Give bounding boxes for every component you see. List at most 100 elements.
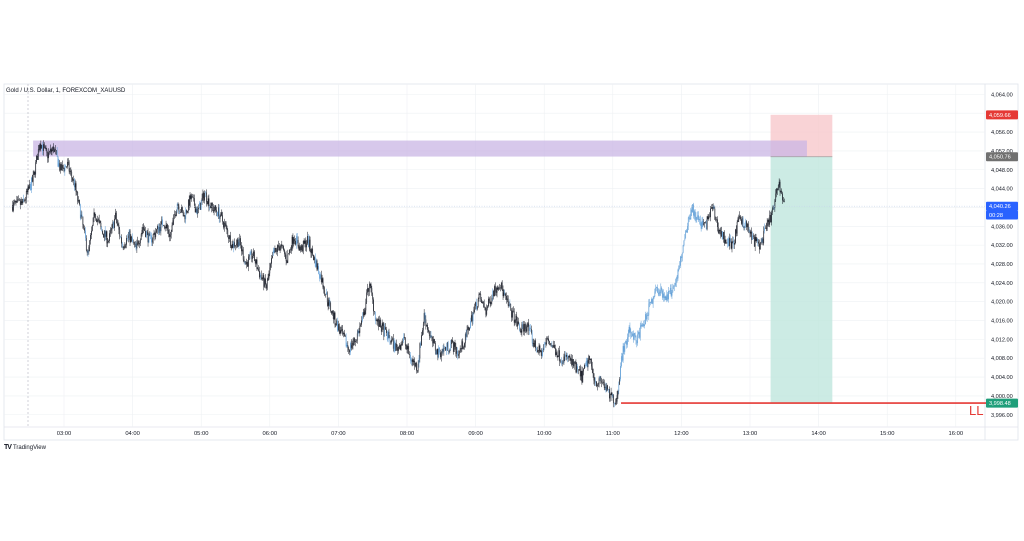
candle-body	[147, 232, 149, 243]
candle-body	[771, 208, 773, 213]
candle-body	[254, 260, 256, 264]
candle-body	[694, 211, 696, 217]
x-tick-label: 15:00	[880, 431, 895, 437]
candle-body	[606, 385, 608, 392]
x-tick-label: 06:00	[263, 431, 278, 437]
candle-body	[126, 238, 127, 245]
candle-body	[449, 349, 451, 352]
candle-body	[356, 333, 358, 341]
candle-body	[705, 222, 706, 223]
candle-body	[523, 324, 524, 332]
candles-layer	[12, 140, 785, 408]
candle-body	[185, 210, 187, 220]
candle-body	[438, 347, 440, 358]
candle-body	[73, 179, 74, 181]
candle-body	[571, 358, 572, 365]
candle-body	[610, 392, 612, 395]
candle-body	[474, 306, 476, 310]
candle-body	[304, 240, 306, 244]
candle-body	[183, 215, 185, 217]
candle-body	[466, 329, 468, 337]
candle-body	[320, 274, 321, 279]
candle-body	[27, 186, 29, 192]
candle-body	[380, 319, 381, 328]
candle-body	[373, 299, 374, 312]
target-zone	[770, 156, 833, 404]
candle-body	[493, 290, 494, 297]
candle-body	[236, 239, 238, 244]
candle-body	[177, 204, 179, 206]
candle-body	[408, 346, 410, 355]
candle-body	[664, 296, 666, 299]
candle-body	[65, 166, 67, 168]
candle-body	[500, 287, 501, 289]
candle-body	[469, 327, 470, 331]
candle-body	[115, 212, 116, 219]
candle-body	[769, 214, 771, 225]
candle-body	[54, 149, 55, 152]
candle-body	[237, 239, 239, 247]
candle-body	[312, 248, 314, 255]
candle-body	[561, 360, 562, 363]
candle-body	[181, 207, 183, 212]
candle-body	[289, 249, 290, 254]
candle-body	[13, 202, 14, 211]
candle-body	[482, 301, 484, 304]
candle-body	[452, 340, 453, 343]
tradingview-brand[interactable]: TV TradingView	[4, 444, 46, 451]
candle-body	[436, 348, 438, 355]
symbol-title[interactable]: Gold / U.S. Dollar, 1, FOREXCOM_XAUUSD	[6, 88, 126, 94]
candle-body	[43, 144, 45, 148]
candle-body	[459, 348, 461, 351]
candle-body	[765, 227, 766, 229]
candle-body	[630, 332, 632, 337]
candle-body	[275, 248, 277, 250]
candle-body	[723, 232, 724, 240]
candle-body	[187, 199, 189, 211]
candle-body	[729, 237, 730, 247]
candle-body	[326, 292, 328, 303]
candle-body	[719, 230, 721, 232]
candle-body	[170, 231, 172, 235]
candle-body	[305, 240, 307, 248]
candle-body	[757, 238, 759, 242]
candle-body	[249, 252, 251, 256]
candle-body	[446, 342, 448, 348]
candle-body	[274, 248, 276, 253]
candle-body	[338, 324, 339, 331]
candle-body	[442, 349, 444, 352]
candle-body	[243, 259, 245, 262]
candle-body	[311, 248, 313, 254]
candle-body	[338, 324, 340, 330]
candle-body	[477, 298, 479, 307]
candle-body	[62, 165, 64, 168]
candle-body	[150, 234, 151, 236]
candle-body	[621, 356, 623, 361]
candle-body	[25, 199, 26, 201]
candle-body	[102, 231, 103, 234]
candle-body	[45, 147, 47, 150]
candle-body	[441, 349, 443, 354]
candle-body	[723, 232, 725, 244]
candle-body	[683, 240, 685, 246]
x-tick-label: 11:00	[606, 431, 620, 437]
candle-body	[401, 344, 403, 345]
candle-body	[209, 205, 211, 208]
candle-body	[254, 251, 255, 261]
x-tick-label: 09:00	[468, 431, 483, 437]
candle-body	[567, 356, 569, 360]
candle-body	[167, 228, 169, 230]
candle-body	[744, 225, 746, 228]
candle-body	[585, 365, 586, 366]
candle-body	[153, 233, 155, 235]
candle-body	[684, 238, 686, 241]
candle-body	[187, 210, 188, 213]
candle-body	[772, 208, 774, 209]
candle-body	[771, 212, 772, 223]
candle-body	[562, 362, 564, 364]
candle-body	[687, 217, 689, 227]
candle-body	[238, 242, 240, 247]
candle-body	[690, 209, 692, 220]
